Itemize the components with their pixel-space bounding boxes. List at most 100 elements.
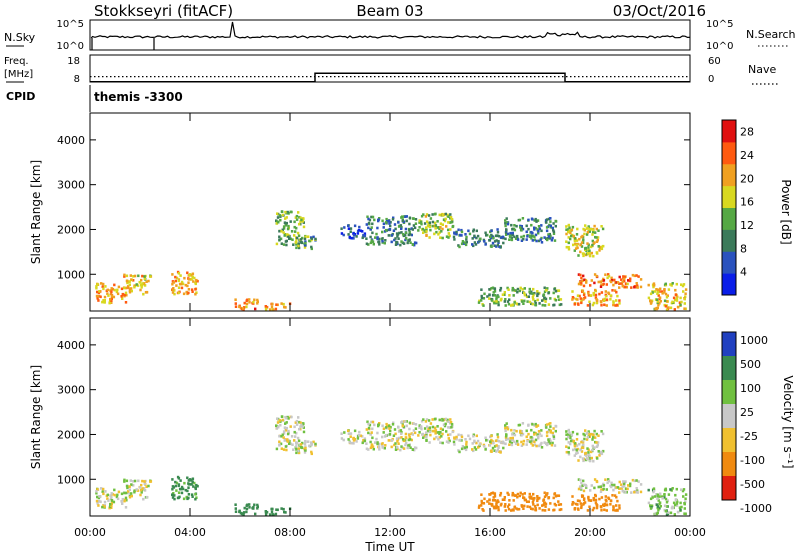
velocity-cell	[180, 491, 184, 495]
power-cell	[396, 241, 399, 244]
power-cell	[280, 242, 283, 245]
velocity-cell	[623, 480, 626, 484]
velocity-cell	[420, 425, 423, 429]
velocity-cell	[600, 496, 604, 499]
velocity-cell	[357, 433, 361, 437]
power-cell	[521, 288, 524, 291]
velocity-cell	[552, 437, 556, 440]
power-cell	[149, 275, 152, 278]
velocity-cell	[569, 442, 572, 446]
power-cell	[116, 292, 120, 296]
velocity-cell	[129, 479, 132, 482]
power-cell	[298, 215, 301, 219]
power-cell	[297, 211, 300, 214]
velocity-cell	[590, 484, 593, 487]
y-tick-label: 2000	[57, 428, 85, 441]
velocity-cell	[593, 446, 596, 449]
velocity-cell	[295, 431, 298, 435]
power-cell	[533, 226, 536, 230]
power-cell	[649, 302, 653, 305]
power-cell	[624, 282, 628, 285]
power-cell	[188, 273, 191, 277]
power-cell	[303, 243, 307, 247]
power-cell	[234, 298, 237, 301]
velocity-cell	[109, 494, 112, 497]
power-cell	[433, 232, 436, 236]
velocity-cell	[278, 434, 281, 438]
power-cell	[586, 252, 590, 255]
power-cell	[120, 287, 124, 291]
power-cell	[575, 243, 578, 247]
power-cell	[301, 220, 304, 223]
velocity-cell	[595, 506, 599, 510]
power-cell	[623, 277, 626, 281]
power-cell	[496, 234, 499, 238]
velocity-cell	[440, 435, 443, 438]
velocity-cell	[372, 447, 375, 451]
velocity-cell	[538, 432, 542, 436]
power-cell	[594, 235, 597, 239]
power-cell	[378, 237, 381, 241]
velocity-cell	[173, 497, 176, 501]
power-cell	[582, 254, 585, 258]
power-cell	[549, 224, 552, 228]
power-cell	[647, 296, 651, 300]
power-cell	[497, 241, 500, 244]
velocity-cell	[582, 479, 585, 483]
velocity-cell	[593, 486, 596, 490]
power-cell	[283, 221, 287, 224]
power-cell	[537, 229, 540, 233]
frequency-line	[90, 72, 690, 83]
power-cell	[607, 274, 611, 278]
velocity-cell	[283, 426, 287, 429]
velocity-cell	[615, 495, 618, 499]
velocity-cell	[398, 436, 401, 440]
velocity-cell	[191, 495, 194, 498]
velocity-cell	[515, 429, 518, 433]
velocity-cell	[510, 509, 513, 512]
power-cell	[528, 287, 531, 291]
power-cell	[347, 227, 351, 230]
velocity-cell	[587, 430, 590, 433]
power-cell	[418, 226, 421, 229]
velocity-cell	[293, 439, 296, 442]
velocity-cell	[278, 443, 281, 446]
velocity-cell	[465, 443, 468, 446]
velocity-cell	[439, 430, 442, 434]
velocity-cell	[523, 498, 527, 502]
velocity-cell	[285, 421, 288, 424]
velocity-cell	[436, 425, 439, 428]
power-cell	[252, 300, 255, 304]
power-cell	[381, 230, 384, 234]
velocity-cell	[664, 509, 668, 513]
velocity-cell	[126, 486, 129, 490]
power-cell	[601, 279, 604, 283]
power-cell	[137, 274, 140, 278]
power-cell	[550, 238, 554, 242]
power-cell	[173, 292, 176, 296]
velocity-cell	[540, 441, 543, 445]
power-cell	[369, 228, 372, 231]
velocity-cell	[498, 450, 501, 453]
power-cell	[567, 228, 570, 231]
power-cell	[472, 229, 475, 233]
velocity-cell	[422, 418, 425, 421]
power-cell	[194, 282, 197, 286]
velocity-cell	[578, 442, 581, 446]
power-cell	[234, 302, 237, 305]
time-axis-ticks: 00:00 04:00 08:00 12:00 16:00 20:00 00:00	[74, 113, 706, 539]
velocity-cell	[504, 436, 508, 439]
velocity-cell	[192, 485, 195, 488]
power-cell	[110, 294, 114, 297]
power-cell	[461, 240, 465, 243]
velocity-cell	[580, 450, 584, 453]
velocity-cell	[532, 492, 535, 496]
power-cell	[631, 273, 635, 277]
power-cell	[103, 300, 106, 303]
velocity-cell	[246, 503, 249, 507]
velocity-cell	[132, 480, 135, 483]
velocity-cell	[679, 508, 682, 512]
velocity-cell	[574, 452, 578, 455]
velocity-cell	[383, 446, 386, 450]
power-cell	[507, 302, 511, 306]
